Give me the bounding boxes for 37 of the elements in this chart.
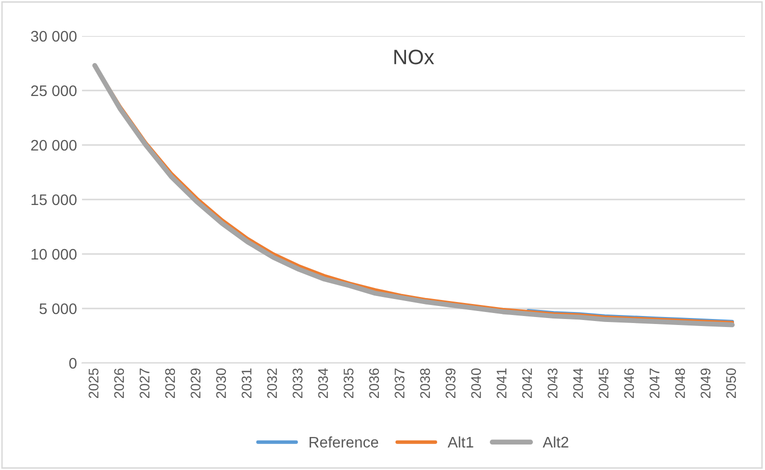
x-tick-label: 2042 [522,368,532,398]
x-tick-label: 2047 [650,368,660,398]
x-tick-label: 2025 [88,368,98,398]
x-tick-label: 2029 [190,368,200,398]
x-tick-label: 2036 [369,368,379,398]
x-tick-label: 2043 [548,368,558,398]
y-tick-label: 5 000 [40,303,77,314]
x-tick-label: 2035 [344,368,354,398]
text: NOx [394,50,434,64]
legend-label: Alt2 [542,436,568,448]
y-tick-label: 10 000 [32,248,77,260]
x-tick-label: 2041 [496,368,506,398]
x-tick-label: 2027 [140,368,150,398]
x-tick-label: 2037 [394,368,404,398]
x-tick-label: 2045 [598,368,608,398]
x-tick-label: 2050 [726,368,736,398]
x-tick-label: 2049 [700,368,710,398]
x-tick-label: 2038 [420,368,430,398]
x-tick-label: 2046 [624,368,634,398]
x-tick-label: 2032 [267,368,277,398]
x-tick-label: 2033 [292,368,302,398]
x-tick-label: 2044 [573,368,583,398]
x-tick-label: 2040 [471,368,481,398]
x-tick-label: 2031 [242,368,252,398]
y-tick-label: 30 000 [31,30,77,42]
x-tick-label: 2034 [318,368,328,398]
x-tick-label: 2039 [446,368,456,398]
legend-label: Reference [310,436,378,448]
y-tick-label: 20 000 [31,140,77,151]
x-tick-label: 2030 [216,368,226,398]
y-tick-label: 25 000 [31,85,77,96]
x-tick-label: 2048 [675,368,685,398]
x-tick-label: 2028 [165,368,175,398]
legend-label: Alt1 [448,436,474,448]
x-tick-label: 2026 [114,368,124,398]
y-tick-label: 15 000 [32,194,77,206]
y-tick-label: 0 [69,358,77,369]
